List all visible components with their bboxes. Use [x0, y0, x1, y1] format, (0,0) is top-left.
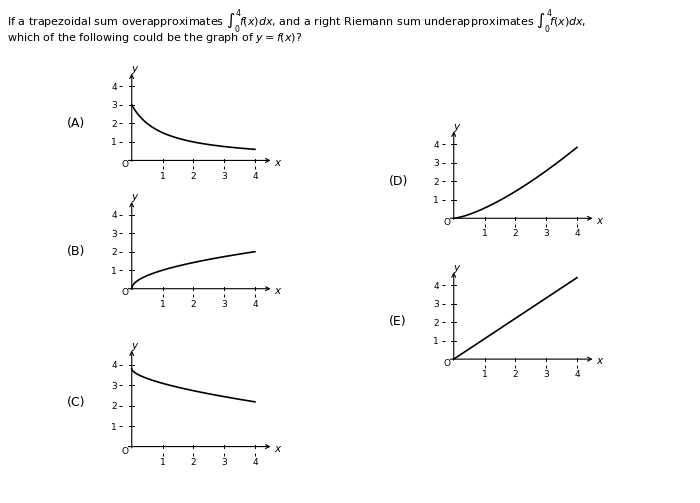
Text: If a trapezoidal sum overapproximates $\int_0^4\!f(x)dx$, and a right Riemann su: If a trapezoidal sum overapproximates $\…	[7, 8, 587, 36]
Text: y: y	[131, 192, 137, 202]
Text: y: y	[131, 64, 137, 74]
Text: y: y	[453, 263, 459, 273]
Text: (E): (E)	[389, 315, 406, 328]
Text: (C): (C)	[66, 396, 85, 409]
Text: x: x	[274, 444, 280, 454]
Text: x: x	[596, 215, 602, 225]
Text: (B): (B)	[66, 245, 85, 258]
Text: which of the following could be the graph of $y = f(x)$?: which of the following could be the grap…	[7, 31, 302, 45]
Text: O: O	[444, 218, 451, 227]
Text: (A): (A)	[66, 117, 85, 130]
Text: O: O	[122, 288, 129, 297]
Text: O: O	[122, 160, 129, 169]
Text: x: x	[596, 356, 602, 366]
Text: y: y	[453, 122, 459, 132]
Text: O: O	[444, 359, 451, 368]
Text: O: O	[122, 447, 129, 456]
Text: (D): (D)	[389, 175, 408, 188]
Text: y: y	[131, 341, 137, 351]
Text: x: x	[274, 157, 280, 167]
Text: x: x	[274, 286, 280, 296]
